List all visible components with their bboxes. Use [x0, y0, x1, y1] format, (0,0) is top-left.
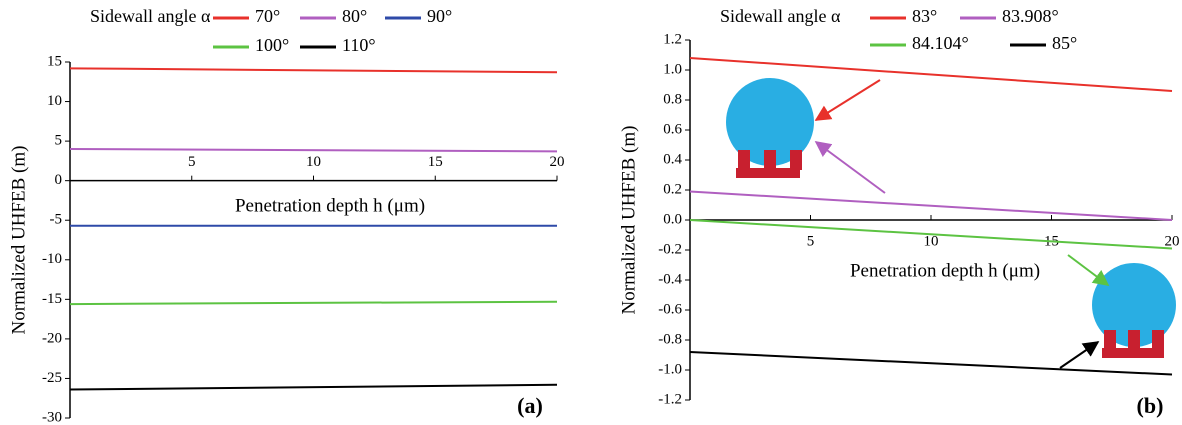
legend-label: 84.104° — [912, 33, 969, 53]
y-tick-label: 0 — [55, 172, 63, 188]
series-line — [69, 300, 558, 306]
y-tick-label: -15 — [42, 291, 62, 307]
series-line — [689, 57, 1173, 92]
legend-label: 85° — [1052, 33, 1077, 53]
y-tick-label: 0.0 — [663, 211, 682, 227]
y-tick-label: 1.0 — [663, 61, 682, 77]
y-tick-label: -0.6 — [658, 301, 682, 317]
panel-label: (a) — [517, 393, 543, 418]
arrow — [814, 79, 881, 121]
legend-label: 83.908° — [1002, 6, 1059, 26]
x-axis-label: Penetration depth h (μm) — [850, 260, 1040, 281]
x-tick-label: 10 — [306, 154, 321, 170]
y-axis-label: Normalized UHFEB (m) — [618, 126, 639, 315]
y-tick-label: 1.2 — [663, 31, 682, 47]
legend-label: 110° — [342, 35, 376, 55]
panel-label: (b) — [1137, 393, 1164, 418]
y-tick-label: -1.2 — [658, 391, 682, 407]
inset-icon — [726, 78, 814, 178]
series-line — [689, 351, 1173, 376]
series-line — [689, 219, 1173, 250]
series-line — [689, 190, 1173, 221]
x-tick-label: 5 — [188, 154, 196, 170]
x-tick-label: 20 — [550, 154, 565, 170]
legend-label: 83° — [912, 6, 937, 26]
x-tick-label: 10 — [924, 233, 939, 249]
y-tick-label: -0.8 — [658, 331, 682, 347]
y-tick-label: -0.4 — [658, 271, 682, 287]
y-tick-label: -1.0 — [658, 361, 682, 377]
legend-title: Sidewall angle α — [90, 6, 211, 26]
legend-label: 70° — [255, 6, 280, 26]
y-tick-label: -5 — [50, 212, 63, 228]
x-tick-label: 5 — [807, 233, 815, 249]
y-tick-label: 5 — [55, 133, 63, 149]
legend-title: Sidewall angle α — [720, 6, 841, 26]
legend-label: 90° — [427, 6, 452, 26]
y-tick-label: 15 — [47, 53, 62, 69]
y-tick-label: -0.2 — [658, 241, 682, 257]
series-line — [69, 67, 558, 74]
y-tick-label: -25 — [42, 370, 62, 386]
inset-icon — [1092, 263, 1176, 358]
y-axis-label: Normalized UHFEB (m) — [8, 146, 29, 335]
arrow — [814, 141, 886, 194]
arrow — [1059, 341, 1100, 369]
series-line — [69, 148, 558, 153]
y-tick-label: -30 — [42, 409, 62, 425]
x-tick-label: 15 — [428, 154, 443, 170]
y-tick-label: 10 — [47, 93, 62, 109]
legend-label: 80° — [342, 6, 367, 26]
y-tick-label: 0.8 — [663, 91, 682, 107]
series-line — [69, 383, 558, 391]
y-tick-label: 0.6 — [663, 121, 682, 137]
arrow — [1067, 254, 1110, 286]
x-tick-label: 20 — [1165, 233, 1180, 249]
y-tick-label: -20 — [42, 330, 62, 346]
y-tick-label: -10 — [42, 251, 62, 267]
x-axis-label: Penetration depth h (μm) — [235, 195, 425, 216]
y-tick-label: 0.2 — [663, 181, 682, 197]
y-tick-label: 0.4 — [663, 151, 682, 167]
legend-label: 100° — [255, 35, 289, 55]
